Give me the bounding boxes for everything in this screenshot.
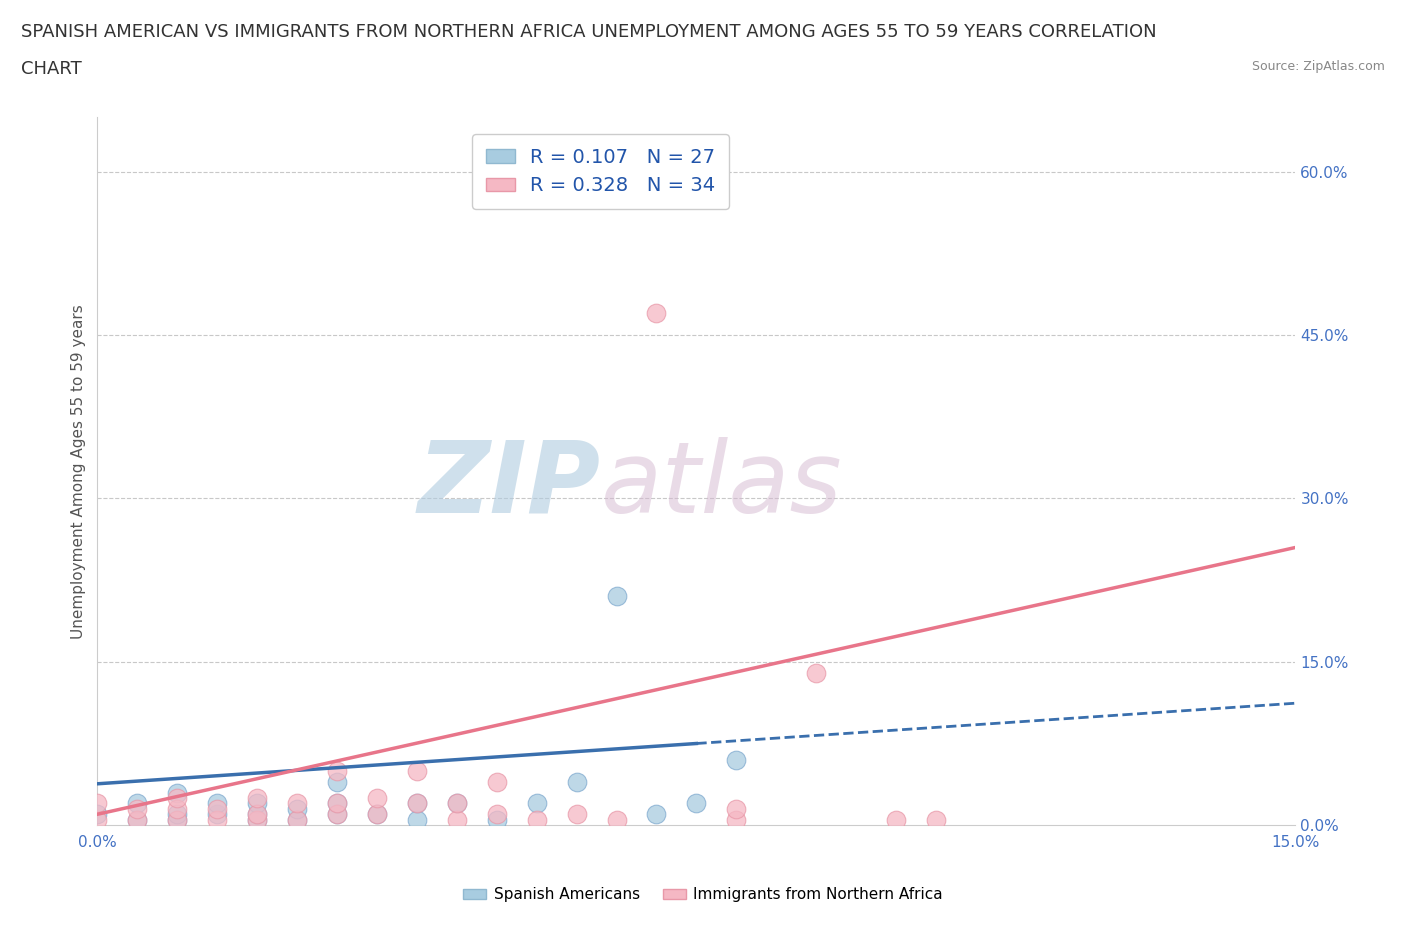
Text: SPANISH AMERICAN VS IMMIGRANTS FROM NORTHERN AFRICA UNEMPLOYMENT AMONG AGES 55 T: SPANISH AMERICAN VS IMMIGRANTS FROM NORT… (21, 23, 1157, 41)
Point (366, 807, 388, 822)
Point (725, 812, 748, 827)
Point (326, 774, 349, 789)
Point (806, 665, 828, 680)
Point (485, 812, 508, 827)
Point (565, 774, 588, 789)
Point (446, 796, 468, 811)
Point (405, 764, 427, 778)
Point (285, 796, 308, 811)
Point (285, 802, 308, 817)
Point (326, 807, 349, 822)
Legend: Spanish Americans, Immigrants from Northern Africa: Spanish Americans, Immigrants from North… (457, 882, 949, 909)
Point (205, 812, 228, 827)
Point (326, 764, 349, 778)
Point (685, 796, 707, 811)
Point (166, 812, 188, 827)
Point (526, 796, 548, 811)
Point (606, 589, 628, 604)
Point (86, 796, 108, 811)
Text: atlas: atlas (600, 437, 842, 534)
Point (86, 807, 108, 822)
Point (725, 802, 748, 817)
Point (446, 796, 468, 811)
Point (166, 802, 188, 817)
Point (205, 796, 228, 811)
Point (526, 812, 548, 827)
Point (925, 812, 948, 827)
Point (565, 807, 588, 822)
Point (326, 796, 349, 811)
Point (246, 807, 269, 822)
Point (326, 807, 349, 822)
Text: CHART: CHART (21, 60, 82, 78)
Point (127, 802, 149, 817)
Point (166, 785, 188, 800)
Point (246, 790, 269, 805)
Point (246, 812, 269, 827)
Point (485, 807, 508, 822)
Point (205, 807, 228, 822)
Point (86, 812, 108, 827)
Point (366, 807, 388, 822)
Point (485, 774, 508, 789)
Point (606, 812, 628, 827)
Point (166, 807, 188, 822)
Point (725, 752, 748, 767)
Point (405, 796, 427, 811)
Point (645, 807, 668, 822)
Point (285, 812, 308, 827)
Y-axis label: Unemployment Among Ages 55 to 59 years: Unemployment Among Ages 55 to 59 years (72, 304, 86, 639)
Point (205, 802, 228, 817)
Point (127, 796, 149, 811)
Point (246, 812, 269, 827)
Point (405, 812, 427, 827)
Point (166, 790, 188, 805)
Text: ZIP: ZIP (418, 437, 600, 534)
Point (166, 812, 188, 827)
Point (366, 790, 388, 805)
Point (246, 807, 269, 822)
Text: Source: ZipAtlas.com: Source: ZipAtlas.com (1251, 60, 1385, 73)
Point (246, 796, 269, 811)
Point (645, 306, 668, 321)
Point (326, 796, 349, 811)
Point (127, 812, 149, 827)
Point (405, 796, 427, 811)
Point (446, 812, 468, 827)
Legend: R = 0.107   N = 27, R = 0.328   N = 34: R = 0.107 N = 27, R = 0.328 N = 34 (472, 134, 730, 209)
Point (127, 812, 149, 827)
Point (884, 812, 907, 827)
Point (285, 812, 308, 827)
